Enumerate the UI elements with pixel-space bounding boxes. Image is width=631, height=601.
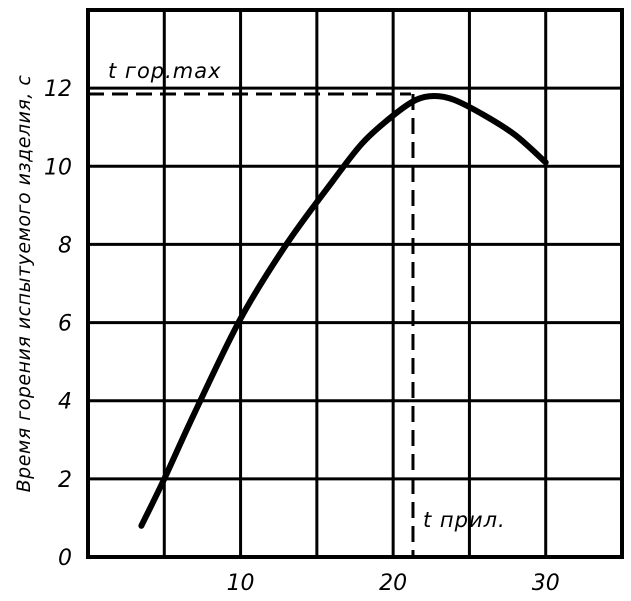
y-tick-label-0: 0 — [58, 546, 72, 571]
x-tick-label-10: 10 — [227, 571, 255, 596]
x-tick-labels: 10 20 30 — [227, 571, 560, 596]
x-tick-label-20: 20 — [379, 571, 407, 596]
grid — [88, 10, 622, 557]
y-tick-labels: 0 2 4 6 8 10 12 — [44, 77, 72, 571]
x-tick-label-30: 30 — [532, 571, 560, 596]
y-tick-label-6: 6 — [58, 312, 72, 337]
annotation-t-gor-max: t гор.max — [108, 59, 222, 83]
y-tick-label-8: 8 — [58, 233, 72, 258]
y-tick-label-4: 4 — [58, 390, 72, 415]
y-tick-label-2: 2 — [58, 468, 72, 493]
series-line-curve — [138, 92, 549, 529]
y-tick-label-12: 12 — [44, 77, 72, 102]
y-axis-label: Время горения испытуемого изделия, с — [13, 75, 35, 493]
annotation-t-pril: t прил. — [423, 508, 506, 532]
y-tick-label-10: 10 — [44, 155, 72, 180]
plot-frame — [86, 8, 624, 559]
reference-lines — [88, 92, 415, 557]
